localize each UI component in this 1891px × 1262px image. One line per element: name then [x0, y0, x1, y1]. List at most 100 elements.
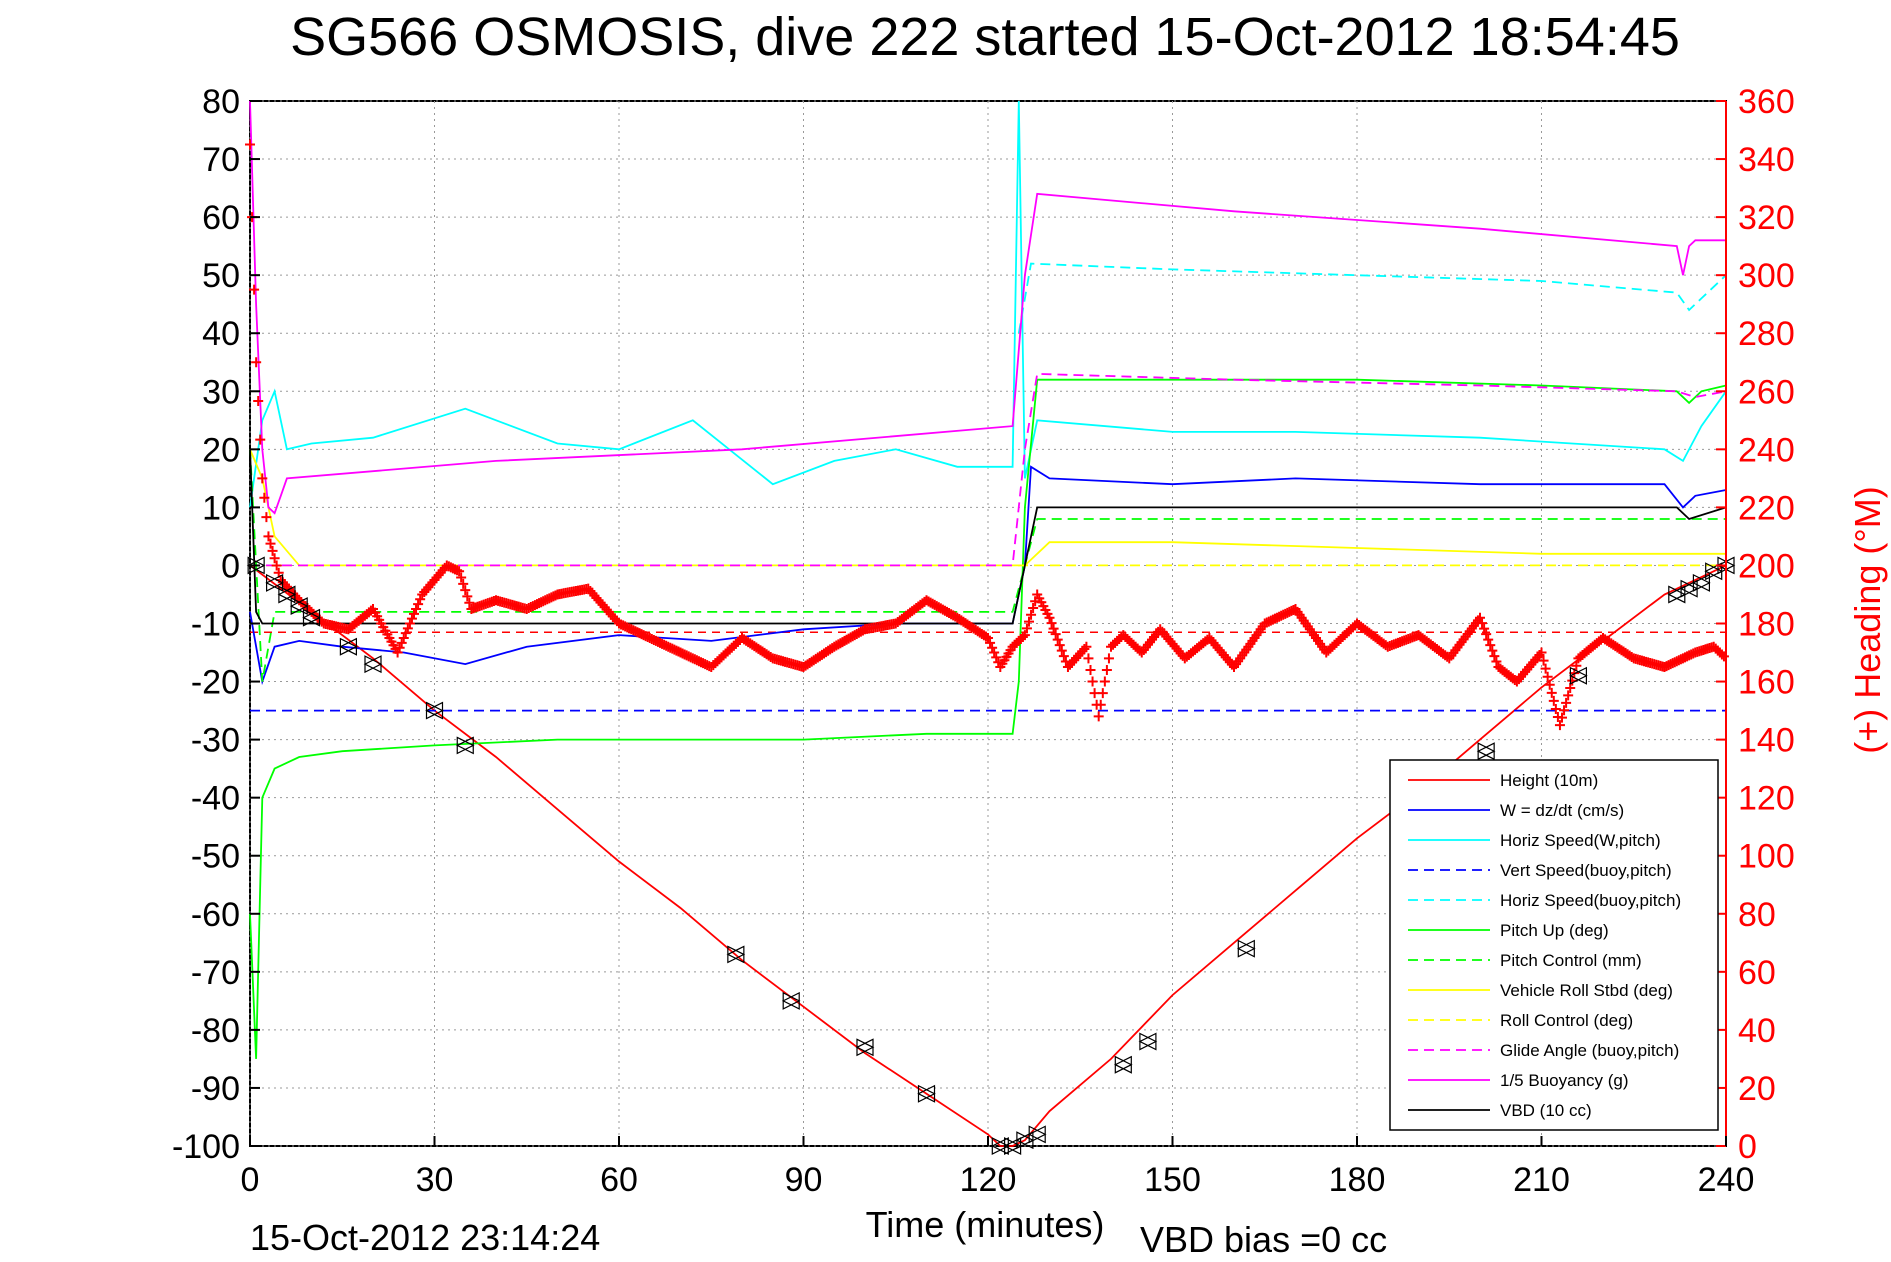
heading-point	[983, 633, 993, 644]
left-tick-label: -40	[191, 780, 240, 818]
heading-point	[245, 139, 255, 150]
heading-point	[415, 594, 426, 605]
left-tick-label: -50	[191, 838, 240, 876]
x-axis: 0 30 60 90 120 150 180 210 240	[241, 1136, 1755, 1199]
height-marker	[277, 585, 297, 604]
heading-point	[1563, 690, 1574, 701]
left-axis: 80 70 60 50 40 30 20 10 0 -10 -20 -30 -40 -50 -60 -70 -8…	[172, 83, 260, 1166]
right-tick-label: 140	[1738, 722, 1795, 760]
legend-entry: Height (10m)	[1500, 771, 1598, 790]
legend-entry: Horiz Speed(W,pitch)	[1500, 831, 1661, 850]
height-marker	[425, 701, 444, 720]
right-tick-label: 0	[1738, 1128, 1757, 1166]
heading-layer	[245, 139, 1729, 731]
x-tick-label: 210	[1513, 1161, 1570, 1199]
legend-box	[1389, 759, 1719, 1131]
heading-point	[1483, 634, 1494, 645]
heading-point	[1481, 629, 1492, 640]
heading-point	[1019, 630, 1030, 641]
heading-point	[1087, 676, 1098, 687]
right-tick-label: 60	[1738, 954, 1776, 992]
heading-point	[1475, 612, 1485, 623]
heading-point	[409, 608, 419, 619]
right-tick-label: 180	[1738, 606, 1795, 644]
left-tick-label: 30	[202, 373, 240, 411]
heading-point	[1021, 623, 1032, 634]
legend: Height (10m) W = dz/dt (cm/s) Horiz Speed(…	[1389, 759, 1719, 1131]
heading-point	[1477, 618, 1488, 629]
heading-point	[1048, 623, 1059, 634]
heading-point	[1538, 655, 1549, 666]
series-line	[249, 100, 1726, 515]
x-tick-label: 240	[1698, 1161, 1755, 1199]
x-tick-label: 150	[1144, 1161, 1201, 1199]
heading-point	[989, 647, 1000, 658]
marker-layer	[246, 556, 1736, 1155]
right-tick-label: 40	[1738, 1012, 1776, 1050]
heading-point	[392, 647, 403, 658]
x-tick-label: 90	[785, 1161, 823, 1199]
heading-point	[1542, 671, 1553, 682]
heading-point	[1565, 683, 1576, 694]
left-tick-label: 20	[202, 431, 240, 469]
right-tick-label: 340	[1738, 141, 1795, 179]
heading-point	[267, 545, 278, 556]
heading-point	[1718, 651, 1729, 662]
heading-point	[1028, 603, 1039, 614]
x-tick-label: 60	[600, 1161, 638, 1199]
height-marker	[455, 736, 475, 755]
heading-point	[458, 578, 469, 589]
height-marker	[781, 991, 801, 1010]
right-tick-label: 320	[1738, 199, 1795, 237]
right-tick-label: 120	[1738, 780, 1795, 818]
right-tick-label: 100	[1738, 838, 1795, 876]
heading-point	[1491, 656, 1502, 667]
left-tick-label: 0	[221, 547, 240, 585]
heading-point	[1017, 632, 1028, 643]
left-tick-label: -80	[191, 1012, 240, 1050]
heading-point	[1479, 623, 1490, 634]
left-tick-label: -30	[191, 722, 240, 760]
heading-point	[249, 284, 260, 295]
left-tick-label: -90	[191, 1070, 240, 1108]
height-marker	[917, 1084, 936, 1103]
heading-point	[1097, 688, 1108, 699]
heading-point	[1536, 647, 1547, 658]
left-tick-label: -100	[172, 1128, 240, 1166]
height-marker	[726, 945, 746, 964]
height-marker	[1692, 573, 1711, 592]
heading-point	[985, 637, 996, 648]
series-line	[1017, 262, 1727, 334]
height-marker	[1138, 1032, 1158, 1051]
height-marker	[990, 1137, 1010, 1155]
heading-point	[257, 473, 268, 484]
heading-point	[398, 633, 409, 644]
right-tick-label: 260	[1738, 373, 1795, 411]
heading-point	[1095, 699, 1106, 710]
heading-point	[980, 631, 991, 642]
right-tick-label: 240	[1738, 431, 1795, 469]
x-tick-label: 30	[416, 1161, 454, 1199]
heading-point	[1056, 645, 1067, 656]
left-tick-label: -60	[191, 896, 240, 934]
heading-point	[987, 642, 998, 653]
height-marker	[246, 556, 266, 575]
heading-point	[273, 567, 284, 578]
heading-point	[265, 538, 276, 549]
heading-point	[1548, 695, 1559, 706]
heading-point	[1554, 720, 1565, 731]
heading-point	[1546, 687, 1557, 698]
left-tick-label: 60	[202, 199, 240, 237]
left-tick-label: 80	[202, 83, 240, 121]
heading-point	[1559, 705, 1570, 716]
height-marker	[1569, 666, 1588, 685]
series-line	[249, 100, 1727, 508]
legend-entry: Pitch Up (deg)	[1500, 921, 1609, 940]
heading-point	[1489, 651, 1500, 662]
heading-point	[269, 553, 280, 564]
series-line	[250, 372, 1727, 567]
legend-entry: Horiz Speed(buoy,pitch)	[1500, 891, 1681, 910]
heading-point	[255, 434, 266, 445]
heading-point	[1052, 634, 1063, 645]
